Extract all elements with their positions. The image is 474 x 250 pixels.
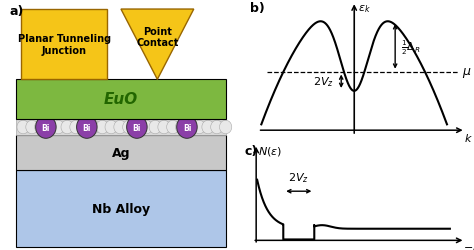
Circle shape: [77, 116, 97, 139]
Circle shape: [149, 121, 161, 134]
Circle shape: [70, 121, 82, 134]
Text: Point
Contact: Point Contact: [136, 27, 179, 48]
Circle shape: [87, 121, 100, 134]
Circle shape: [219, 121, 232, 134]
Circle shape: [193, 121, 205, 134]
Circle shape: [131, 121, 144, 134]
Circle shape: [202, 121, 214, 134]
Text: $\frac{1}{2}\Delta_R$: $\frac{1}{2}\Delta_R$: [401, 38, 420, 56]
Text: $N(\varepsilon)$: $N(\varepsilon)$: [258, 144, 282, 157]
Circle shape: [105, 121, 117, 134]
Circle shape: [26, 121, 38, 134]
Bar: [16, 170, 226, 248]
Circle shape: [35, 121, 47, 134]
Circle shape: [127, 116, 147, 139]
Circle shape: [61, 121, 73, 134]
Circle shape: [79, 121, 91, 134]
Bar: [16, 135, 226, 170]
Circle shape: [36, 116, 56, 139]
Text: a): a): [9, 5, 24, 18]
Text: Nb Alloy: Nb Alloy: [92, 202, 150, 215]
Text: $\varepsilon_k$: $\varepsilon_k$: [358, 4, 371, 15]
Circle shape: [52, 121, 64, 134]
Text: EuO: EuO: [104, 91, 138, 106]
Text: Ag: Ag: [112, 146, 130, 159]
Circle shape: [175, 121, 188, 134]
Circle shape: [17, 121, 29, 134]
Circle shape: [158, 121, 170, 134]
Circle shape: [44, 121, 55, 134]
Text: b): b): [250, 2, 265, 15]
Circle shape: [184, 121, 197, 134]
Bar: [21, 10, 107, 80]
Text: Bi: Bi: [133, 123, 141, 132]
Text: $2V_z$: $2V_z$: [313, 75, 334, 89]
Circle shape: [96, 121, 109, 134]
Circle shape: [167, 121, 179, 134]
Polygon shape: [121, 10, 194, 80]
Circle shape: [114, 121, 126, 134]
Circle shape: [123, 121, 135, 134]
Text: $2V_z$: $2V_z$: [288, 170, 309, 184]
Text: c): c): [245, 144, 258, 157]
Text: $k$: $k$: [464, 132, 473, 144]
Text: $\mu$: $\mu$: [462, 65, 472, 79]
Text: $-\varepsilon$: $-\varepsilon$: [464, 242, 474, 250]
Text: Bi: Bi: [183, 123, 191, 132]
Circle shape: [210, 121, 223, 134]
Text: Planar Tunneling
Junction: Planar Tunneling Junction: [18, 34, 110, 56]
Circle shape: [177, 116, 197, 139]
Circle shape: [140, 121, 153, 134]
Bar: [16, 80, 226, 120]
Text: Bi: Bi: [42, 123, 50, 132]
Text: Bi: Bi: [82, 123, 91, 132]
Bar: [16, 120, 226, 135]
